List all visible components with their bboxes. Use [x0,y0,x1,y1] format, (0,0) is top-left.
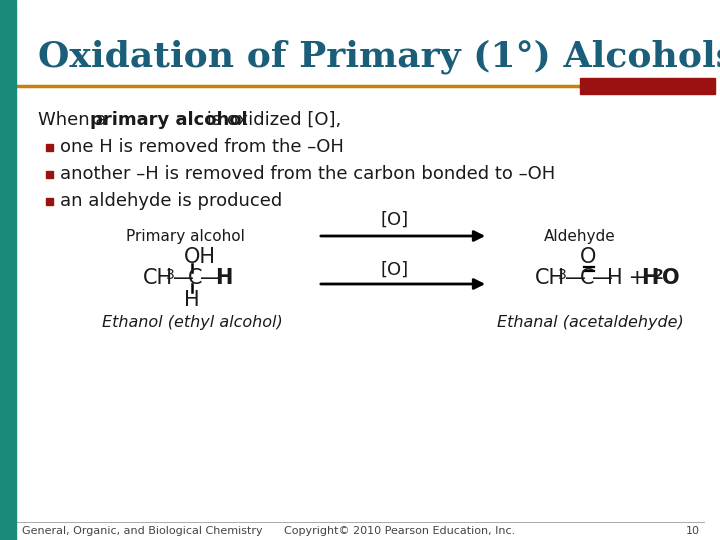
Bar [0,0,16,540]
Text: [O]: [O] [381,261,409,279]
Text: O: O [580,247,596,267]
Text: another –H is removed from the carbon bonded to –OH: another –H is removed from the carbon bo… [60,165,555,183]
Text: +: + [622,268,653,288]
Text: primary alcohol: primary alcohol [90,111,248,129]
Bar [46,144,53,151]
Text: 3: 3 [166,268,175,282]
Text: When a: When a [38,111,112,129]
Text: H: H [641,268,658,288]
Text: O: O [662,268,680,288]
Text: —: — [200,268,221,288]
Text: is oxidized [O],: is oxidized [O], [201,111,341,129]
Bar [46,171,53,178]
Text: Oxidation of Primary (1°) Alcohols: Oxidation of Primary (1°) Alcohols [38,40,720,75]
Text: CH: CH [143,268,173,288]
Text: —: — [592,268,613,288]
Text: Aldehyde: Aldehyde [544,228,616,244]
Text: —: — [173,268,194,288]
Text: an aldehyde is produced: an aldehyde is produced [60,192,282,210]
Bar [46,198,53,205]
Text: —: — [565,268,586,288]
Text: one H is removed from the –OH: one H is removed from the –OH [60,138,344,156]
Text: Copyright© 2010 Pearson Education, Inc.: Copyright© 2010 Pearson Education, Inc. [284,526,516,536]
Text: Primary alcohol: Primary alcohol [125,228,244,244]
Text: H: H [184,290,200,310]
Bar [580,78,715,94]
Text: OH: OH [184,247,216,267]
Text: C: C [188,268,202,288]
Text: H: H [215,268,233,288]
Text: 10: 10 [686,526,700,536]
Text: 2: 2 [654,268,664,282]
Text: CH: CH [535,268,565,288]
Text: 3: 3 [558,268,567,282]
Text: Ethanal (acetaldehyde): Ethanal (acetaldehyde) [497,314,683,329]
Text: Ethanol (ethyl alcohol): Ethanol (ethyl alcohol) [102,314,282,329]
Text: C: C [580,268,595,288]
Text: General, Organic, and Biological Chemistry: General, Organic, and Biological Chemist… [22,526,263,536]
Text: [O]: [O] [381,211,409,229]
Text: H: H [607,268,623,288]
